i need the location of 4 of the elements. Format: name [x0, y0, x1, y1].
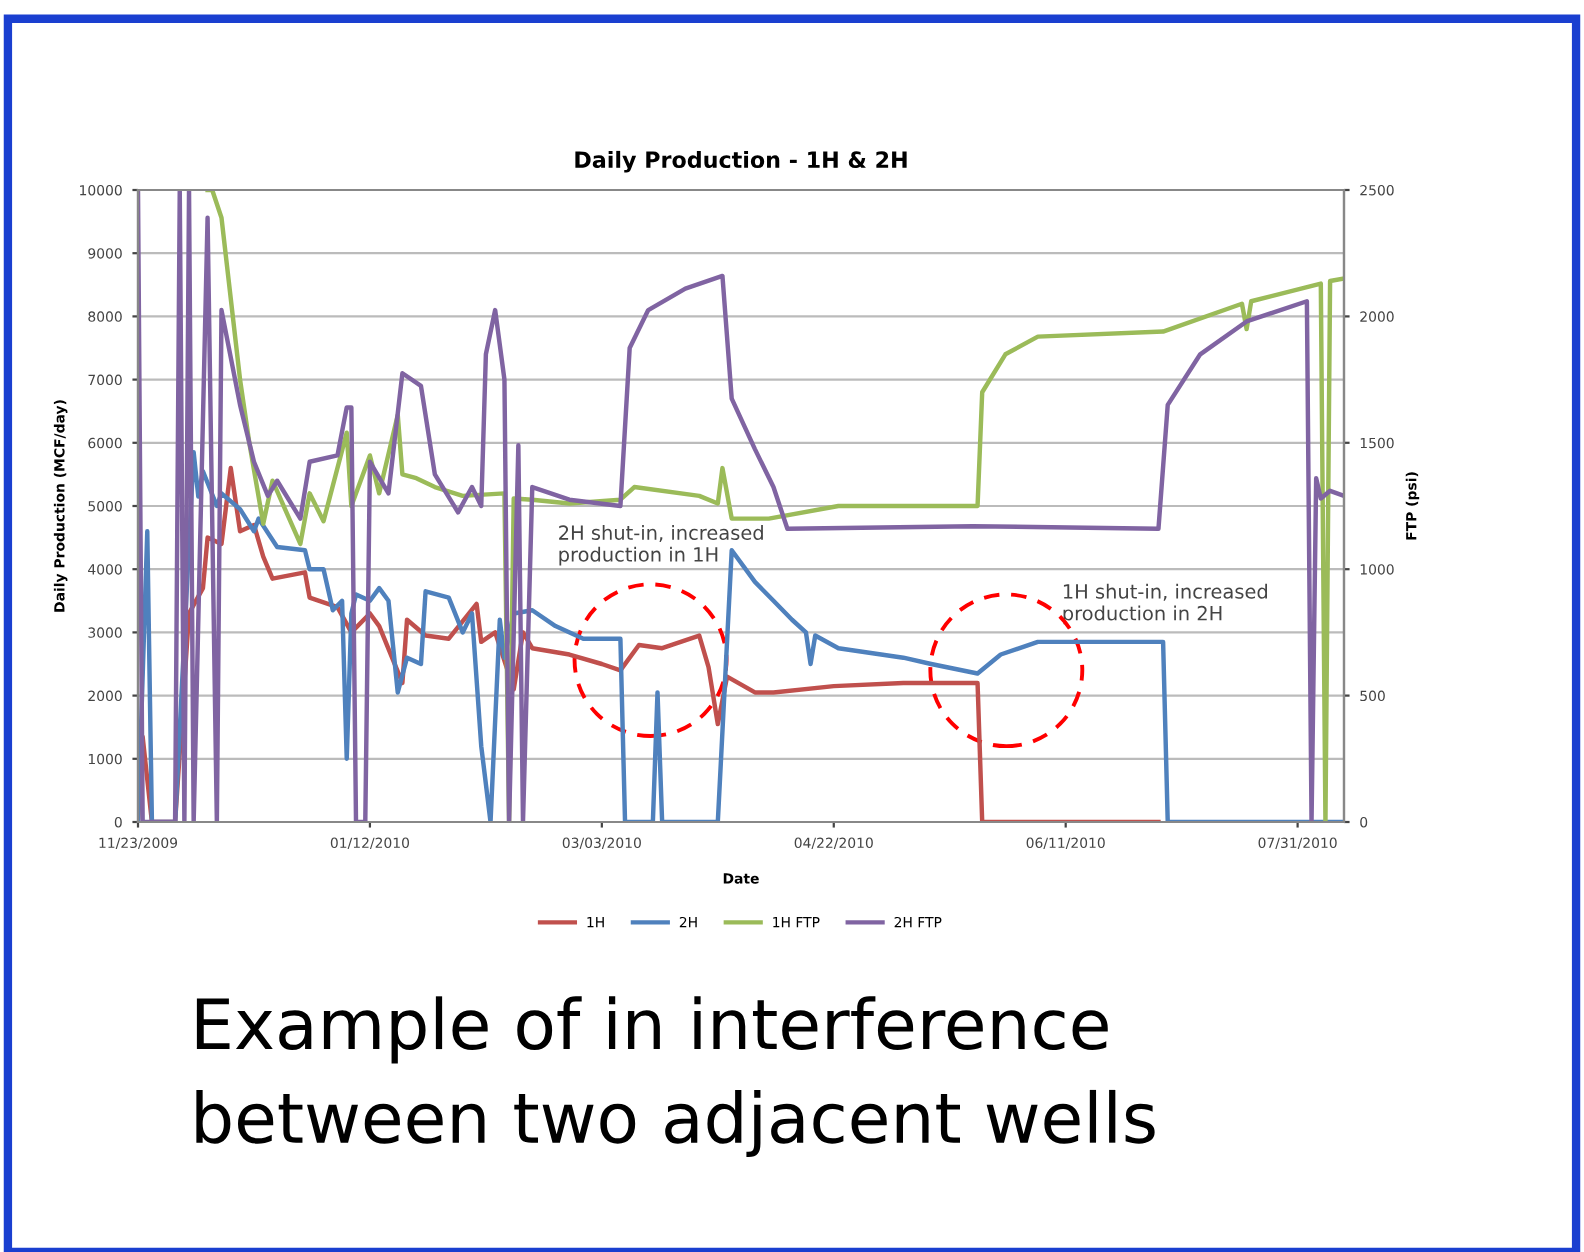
annotation: 2H shut-in, increased production in 1H — [559, 524, 763, 566]
annotation: 1H shut-in, increased production in 2H — [1063, 583, 1267, 625]
chart-title: Daily Production - 1H & 2H — [575, 150, 907, 173]
text: Example of in interference between two adjacent wells — [196, 996, 1155, 1158]
